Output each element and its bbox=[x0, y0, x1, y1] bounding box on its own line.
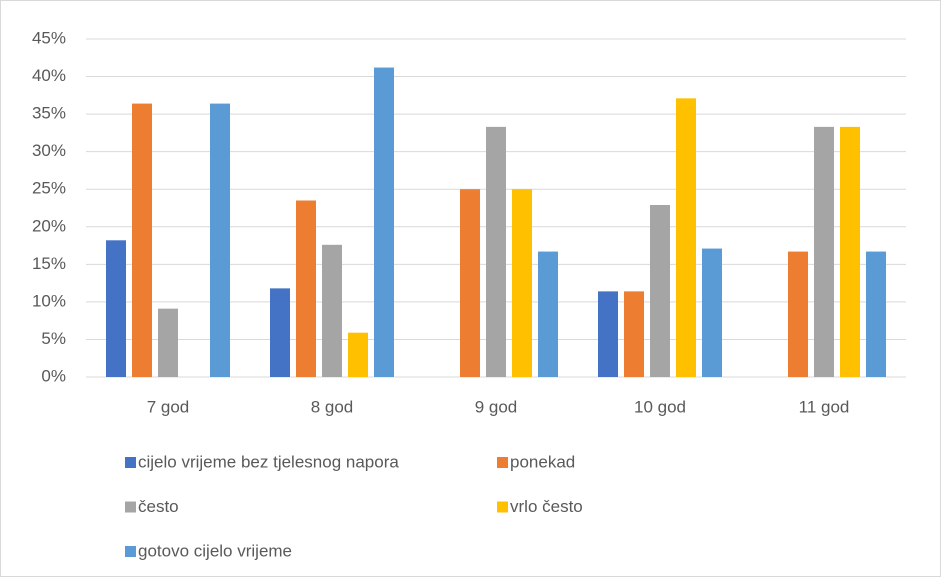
y-tick-label: 0% bbox=[41, 366, 66, 385]
bar bbox=[676, 98, 696, 378]
bar bbox=[460, 189, 480, 377]
legend-label: ponekad bbox=[510, 452, 575, 471]
y-tick-label: 15% bbox=[32, 254, 66, 273]
y-tick-label: 10% bbox=[32, 291, 66, 310]
x-tick-label: 11 god bbox=[799, 397, 850, 416]
y-tick-label: 35% bbox=[32, 104, 66, 123]
y-tick-label: 30% bbox=[32, 141, 66, 160]
bar bbox=[374, 67, 394, 377]
legend-label: često bbox=[138, 497, 179, 516]
bar bbox=[158, 308, 178, 377]
bar bbox=[650, 204, 670, 377]
legend-label: gotovo cijelo vrijeme bbox=[138, 541, 292, 560]
y-tick-label: 45% bbox=[32, 28, 66, 47]
y-tick-label: 40% bbox=[32, 66, 66, 85]
bar bbox=[702, 248, 722, 377]
bar bbox=[132, 103, 152, 378]
legend-label: cijelo vrijeme bez tjelesnog napora bbox=[138, 452, 399, 471]
bar bbox=[512, 189, 532, 377]
bar bbox=[348, 332, 368, 377]
bar bbox=[270, 288, 290, 377]
y-tick-label: 5% bbox=[41, 329, 66, 348]
x-tick-label: 9 god bbox=[475, 397, 518, 416]
bar bbox=[840, 126, 860, 377]
bar bbox=[814, 126, 834, 377]
bar bbox=[598, 291, 618, 377]
legend-swatch bbox=[125, 457, 136, 468]
bar bbox=[788, 251, 808, 377]
x-tick-label: 7 god bbox=[147, 397, 190, 416]
legend-swatch bbox=[125, 546, 136, 557]
legend-swatch bbox=[497, 501, 508, 513]
y-tick-label: 20% bbox=[32, 216, 66, 235]
bar bbox=[210, 103, 230, 378]
x-tick-label: 10 god bbox=[634, 397, 686, 416]
legend-label: vrlo često bbox=[510, 497, 583, 516]
bar bbox=[106, 240, 126, 377]
bar bbox=[486, 126, 506, 377]
bar bbox=[322, 244, 342, 377]
x-tick-label: 8 god bbox=[311, 397, 354, 416]
bar bbox=[296, 200, 316, 377]
legend-swatch bbox=[125, 501, 136, 513]
legend-swatch bbox=[497, 457, 508, 468]
bar bbox=[866, 251, 886, 377]
y-tick-label: 25% bbox=[32, 179, 66, 198]
bar bbox=[624, 291, 644, 377]
bar bbox=[538, 251, 558, 377]
